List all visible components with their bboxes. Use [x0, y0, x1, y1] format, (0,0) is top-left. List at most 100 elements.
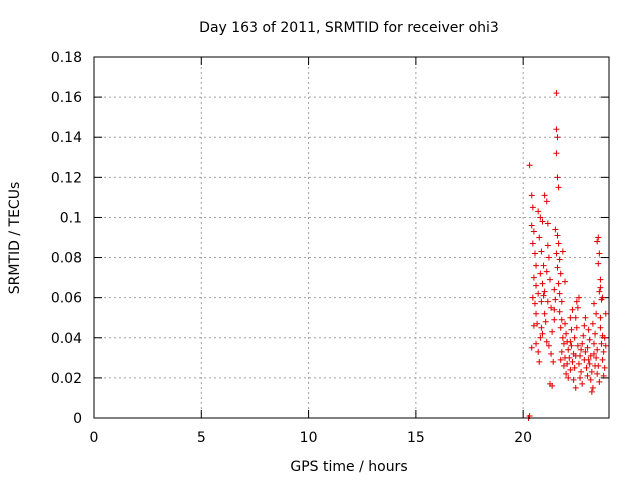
- data-point: [594, 238, 601, 245]
- data-point: [551, 286, 558, 293]
- data-point: [539, 218, 546, 225]
- data-point: [597, 284, 604, 291]
- data-point: [559, 334, 566, 341]
- data-point: [578, 346, 585, 353]
- data-point: [580, 332, 587, 339]
- data-point: [540, 292, 547, 299]
- data-point: [600, 348, 607, 355]
- data-point: [590, 300, 597, 307]
- data-point: [585, 356, 592, 363]
- data-point: [600, 372, 607, 379]
- data-point: [586, 360, 593, 367]
- data-point: [530, 274, 537, 281]
- data-point: [563, 330, 570, 337]
- data-point: [551, 316, 558, 323]
- data-point: [537, 334, 544, 341]
- data-point: [555, 184, 562, 191]
- data-point: [529, 204, 536, 211]
- data-point: [575, 360, 582, 367]
- data-point: [531, 250, 538, 257]
- x-tick-label: 0: [90, 430, 99, 446]
- y-tick-label: 0.08: [51, 251, 82, 267]
- data-point: [553, 250, 560, 257]
- data-point: [549, 328, 556, 335]
- data-point: [535, 290, 542, 297]
- y-axis-title: SRMTID / TECUs: [7, 182, 23, 295]
- data-point: [557, 270, 564, 277]
- data-point: [574, 304, 581, 311]
- y-tick-label: 0.02: [51, 371, 82, 387]
- data-point: [596, 378, 603, 385]
- data-point: [558, 298, 565, 305]
- data-point: [581, 322, 588, 329]
- data-point: [579, 380, 586, 387]
- data-point: [599, 356, 606, 363]
- data-point: [528, 344, 535, 351]
- data-point: [558, 316, 565, 323]
- data-point: [583, 364, 590, 371]
- y-tick-label: 0.12: [51, 170, 82, 186]
- data-point: [598, 340, 605, 347]
- data-point: [544, 298, 551, 305]
- data-point: [597, 276, 604, 283]
- data-point: [553, 150, 560, 157]
- data-point: [567, 366, 574, 373]
- data-point: [570, 376, 577, 383]
- data-point: [588, 368, 595, 375]
- data-point: [530, 322, 537, 329]
- data-point: [584, 344, 591, 351]
- data-point: [553, 90, 560, 97]
- data-point: [602, 342, 609, 349]
- tick-layer: [93, 56, 609, 419]
- data-point: [539, 280, 546, 287]
- data-point: [572, 314, 579, 321]
- data-point: [601, 334, 608, 341]
- data-point: [531, 300, 538, 307]
- data-point: [541, 310, 548, 317]
- data-point: [553, 126, 560, 133]
- data-point: [577, 374, 584, 381]
- data-point: [535, 348, 542, 355]
- data-point: [592, 330, 599, 337]
- x-tick-label: 5: [197, 430, 206, 446]
- data-point: [592, 362, 599, 369]
- data-point: [584, 372, 591, 379]
- data-point: [557, 324, 564, 331]
- data-point: [590, 350, 597, 357]
- tick-label-layer: 0 0.02 0.04 0.06 0.08 0.1 0.12 0.14 0.16 0.18 0 5 10…: [51, 50, 532, 446]
- data-point: [550, 358, 557, 365]
- data-point: [578, 368, 585, 375]
- data-point: [588, 388, 595, 395]
- y-tick-label: 0.1: [60, 210, 82, 226]
- data-point: [558, 348, 565, 355]
- data-point: [599, 294, 606, 301]
- data-point: [593, 310, 600, 317]
- data-point: [542, 318, 549, 325]
- data-point: [545, 342, 552, 349]
- data-point: [554, 264, 561, 271]
- data-point: [537, 270, 544, 277]
- data-point: [575, 294, 582, 301]
- y-tick-label: 0: [73, 411, 82, 427]
- data-point: [541, 192, 548, 199]
- data-point: [556, 256, 563, 263]
- data-point: [543, 268, 550, 275]
- data-point: [543, 338, 550, 345]
- y-tick-label: 0.06: [51, 291, 82, 307]
- data-point: [590, 340, 597, 347]
- data-point: [530, 228, 537, 235]
- data-point: [587, 376, 594, 383]
- point-layer: [525, 90, 609, 421]
- data-point: [554, 134, 561, 141]
- data-point: [537, 214, 544, 221]
- data-point: [548, 304, 555, 311]
- y-tick-label: 0.04: [51, 331, 82, 347]
- data-point: [548, 350, 555, 357]
- data-point: [551, 306, 558, 313]
- data-point: [540, 262, 547, 269]
- data-point: [556, 308, 563, 315]
- data-point: [533, 310, 540, 317]
- data-point: [565, 374, 572, 381]
- data-point: [574, 342, 581, 349]
- data-point: [555, 280, 562, 287]
